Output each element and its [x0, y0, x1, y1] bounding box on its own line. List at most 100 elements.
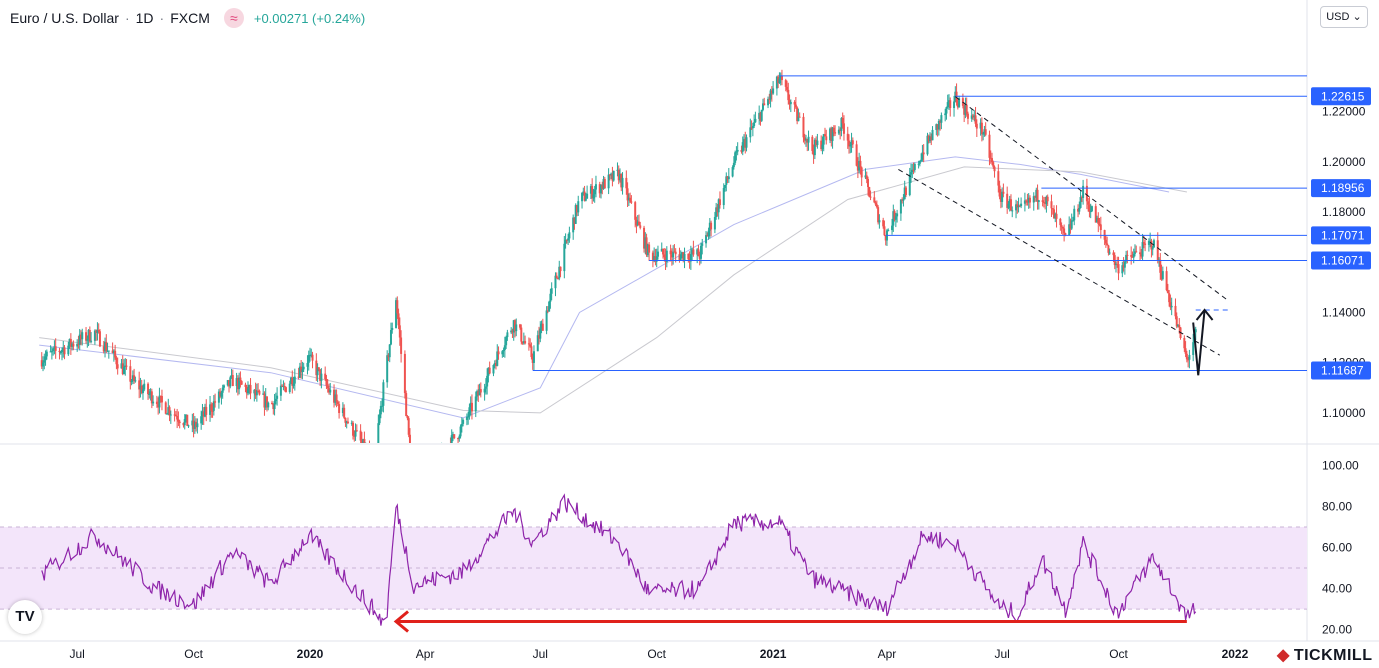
candle-body [780, 75, 783, 81]
candle-body [131, 375, 134, 382]
candle-body [894, 216, 897, 220]
candle-body [173, 414, 176, 416]
candle-body [329, 389, 332, 393]
candle-body [505, 337, 508, 346]
candle-body [1106, 243, 1109, 246]
candle-body [611, 173, 614, 181]
candle-body [325, 379, 328, 386]
candle-body [81, 332, 84, 340]
tradingview-logo-icon[interactable]: TV [8, 600, 42, 634]
moving-average-line [39, 156, 1170, 419]
candle-body [282, 386, 285, 388]
candle-body [646, 244, 649, 256]
candle-body [554, 275, 557, 289]
candle-body [926, 135, 929, 155]
candle-body [550, 288, 553, 294]
candle-body [538, 335, 541, 339]
candle-body [648, 244, 651, 253]
candle-body [1192, 342, 1195, 355]
candle-body [637, 221, 640, 226]
channel-upper-line [955, 96, 1228, 301]
candle-body [922, 152, 925, 155]
candle-body [751, 126, 754, 129]
candle-body [910, 172, 913, 175]
candle-body [787, 89, 790, 101]
candle-body [201, 411, 204, 417]
candle-body [436, 456, 438, 459]
candle-body [493, 363, 496, 366]
candle-body [777, 76, 780, 84]
candle-body [921, 152, 924, 160]
time-tick-label: Oct [1109, 647, 1128, 661]
candle-body [1071, 220, 1074, 222]
candle-body [365, 447, 367, 451]
candle-body [672, 251, 675, 258]
candle-body [1094, 206, 1097, 223]
price-level-label: 1.18956 [1321, 181, 1365, 195]
candle-body [689, 254, 692, 262]
currency-button[interactable]: USD ⌄ [1320, 6, 1368, 28]
candle-body [734, 152, 737, 163]
interval-label[interactable]: 1D [135, 10, 154, 26]
candle-body [858, 160, 861, 171]
candle-body [54, 346, 57, 351]
approx-equal-icon[interactable]: ≈ [223, 8, 244, 28]
candle-body [95, 330, 98, 333]
candle-body [220, 392, 223, 397]
candle-body [371, 454, 373, 455]
candle-body [214, 401, 217, 403]
candle-body [1170, 305, 1173, 308]
candle-body [1097, 217, 1100, 224]
candle-body [874, 202, 877, 205]
candle-body [379, 405, 382, 415]
candle-body [519, 324, 522, 328]
candle-body [610, 173, 613, 176]
symbol-name[interactable]: Euro / U.S. Dollar [10, 10, 119, 26]
rsi-tick-label: 100.00 [1322, 458, 1359, 472]
candle-body [96, 330, 99, 333]
candle-body [43, 360, 46, 363]
price-level-label: 1.16071 [1321, 254, 1365, 268]
candle-body [683, 253, 686, 261]
candle-body [1183, 338, 1186, 349]
candle-body [354, 430, 357, 437]
rsi-tick-label: 40.00 [1322, 582, 1352, 596]
candle-body [964, 104, 967, 115]
candle-body [918, 161, 921, 164]
candle-body [372, 454, 374, 459]
candle-body [1060, 225, 1063, 227]
candle-body [160, 396, 163, 403]
candle-body [1160, 272, 1163, 280]
candle-body [388, 344, 391, 358]
candle-body [271, 402, 274, 405]
candle-body [713, 217, 716, 230]
candle-body [302, 366, 305, 370]
candle-body [867, 178, 869, 188]
candle-body [626, 188, 629, 201]
candle-body [229, 377, 232, 387]
candle-body [636, 221, 639, 226]
candle-body [572, 217, 575, 233]
candle-body [433, 461, 435, 462]
candle-body [769, 90, 772, 100]
candle-body [344, 417, 347, 423]
candle-body [797, 116, 800, 122]
candle-body [663, 254, 666, 257]
candle-body [793, 101, 796, 105]
candle-body [123, 366, 125, 375]
candle-body [798, 116, 801, 118]
candle-body [85, 332, 88, 341]
time-tick-label: Apr [416, 647, 435, 661]
candle-body [937, 120, 940, 130]
candle-body [1152, 240, 1155, 248]
candle-body [837, 129, 840, 134]
candle-body [875, 204, 878, 208]
candle-body [276, 395, 279, 399]
candle-body [761, 103, 764, 110]
candle-body [1063, 228, 1066, 234]
candle-body [249, 385, 252, 394]
candle-body [859, 160, 862, 168]
candle-body [841, 118, 844, 124]
time-tick-label: 2022 [1222, 647, 1249, 661]
